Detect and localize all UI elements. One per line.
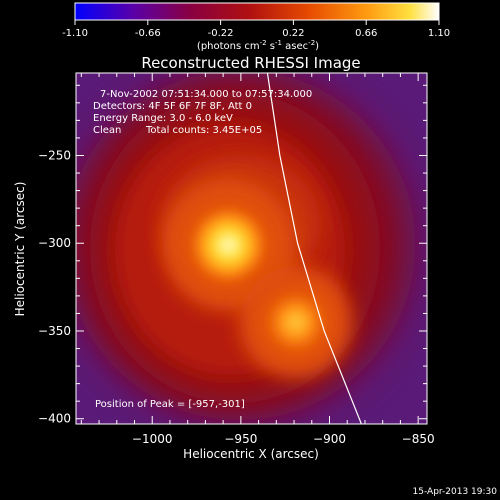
plot-frame (75, 72, 428, 425)
info-method: Clean (93, 125, 121, 136)
source-peak (184, 200, 273, 289)
x-tick-label: −1000 (132, 432, 173, 446)
info-time-range: 7-Nov-2002 07:51:34.000 to 07:57:34.000 (100, 89, 312, 100)
colorbar-unit-label: (photons cm-2 s-1 asec-2) (197, 39, 319, 52)
info-total-counts: Total counts: 3.45E+05 (145, 125, 262, 136)
y-tick-label: −350 (38, 324, 71, 338)
footer-date: 15-Apr-2013 19:30 (413, 487, 498, 497)
y-axis-label: Heliocentric Y (arcsec) (13, 182, 27, 317)
info-overlay: 7-Nov-2002 07:51:34.000 to 07:57:34.000 … (93, 89, 312, 410)
sources (162, 178, 352, 379)
x-tick-label: −850 (402, 432, 435, 446)
colorbar-tick-label: -1.10 (62, 28, 88, 39)
colorbar-tick-label: -0.22 (208, 28, 234, 39)
colorbar-tick-label: 1.10 (428, 28, 450, 39)
x-tick-label: −950 (224, 432, 257, 446)
colorbar: -1.10 -0.66 -0.22 0.22 0.66 1.10 (photons cm-… (62, 2, 450, 52)
colorbar-ticks: -1.10 -0.66 -0.22 0.22 0.66 1.10 (62, 20, 450, 39)
info-detectors: Detectors: 4F 5F 6F 7F 8F, Att 0 (93, 101, 252, 112)
colorbar-tick-label: 0.22 (282, 28, 304, 39)
chart-title: Reconstructed RHESSI Image (141, 54, 360, 72)
y-tick-label: −400 (38, 412, 71, 426)
heatmap-image (76, 73, 427, 424)
peak-position-label: Position of Peak = [-957,-301] (95, 399, 245, 410)
info-energy-range: Energy Range: 3.0 - 6.0 keV (93, 113, 233, 124)
x-axis-label: Heliocentric X (arcsec) (183, 447, 319, 461)
y-tick-label: −300 (38, 236, 71, 250)
colorbar-tick-label: -0.66 (135, 28, 161, 39)
solar-limb-curve (266, 73, 362, 424)
x-tick-label: −900 (313, 432, 346, 446)
x-axis: −1000 −950 −900 −850 (80, 73, 435, 446)
colorbar-tick-label: 0.66 (355, 28, 377, 39)
source-peak (258, 284, 334, 360)
colorbar-gradient (74, 2, 440, 21)
y-tick-label: −250 (38, 148, 71, 162)
y-axis: −250 −300 −350 −400 (38, 84, 427, 426)
